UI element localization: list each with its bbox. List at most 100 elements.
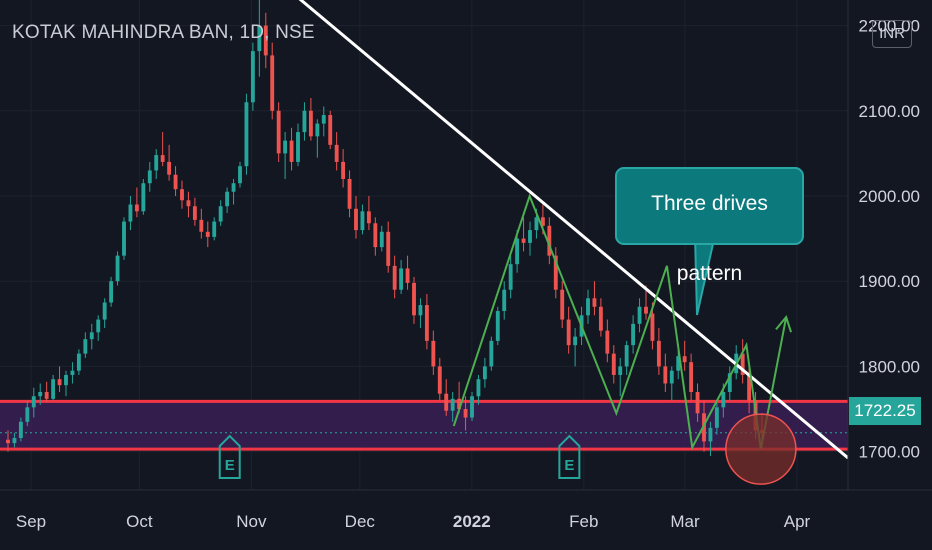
support-zone bbox=[0, 401, 848, 450]
candle-body bbox=[560, 289, 565, 320]
candle-body bbox=[598, 306, 603, 331]
candle-body bbox=[154, 155, 159, 171]
candle-body bbox=[399, 268, 404, 290]
time-tick-label: Apr bbox=[784, 512, 811, 531]
candle-body bbox=[6, 439, 10, 444]
candle-body bbox=[244, 102, 249, 167]
candle-body bbox=[547, 225, 552, 256]
candle-body bbox=[51, 379, 56, 399]
candle-body bbox=[573, 336, 578, 346]
candle-body bbox=[38, 392, 43, 397]
candle-body bbox=[540, 217, 545, 226]
time-tick-label: Dec bbox=[345, 512, 376, 531]
candle-body bbox=[186, 200, 191, 207]
candle-body bbox=[96, 319, 101, 333]
candle-body bbox=[669, 370, 674, 384]
candle-body bbox=[231, 183, 236, 192]
candle-body bbox=[708, 427, 713, 442]
candle-body bbox=[650, 313, 655, 341]
candle-body bbox=[457, 398, 462, 410]
candle-body bbox=[276, 110, 281, 154]
time-tick-label: Mar bbox=[670, 512, 700, 531]
candle-body bbox=[392, 265, 397, 290]
candle-body bbox=[141, 183, 146, 212]
earnings-marker-icon bbox=[218, 434, 241, 479]
candle-body bbox=[341, 161, 346, 179]
candle-body bbox=[740, 353, 745, 375]
price-tick-label: 2000.00 bbox=[859, 187, 920, 206]
time-tick-label: Nov bbox=[236, 512, 267, 531]
candle-body bbox=[270, 55, 275, 111]
candle-body bbox=[283, 140, 288, 154]
candle-body bbox=[624, 345, 629, 367]
target-circle[interactable] bbox=[725, 413, 797, 485]
time-axis-labels: Sep Oct Nov Dec 2022 Feb Mar Apr bbox=[16, 512, 811, 531]
candle-body bbox=[521, 238, 526, 243]
candle-body bbox=[296, 132, 300, 162]
candle-body bbox=[553, 255, 558, 290]
candle-body bbox=[180, 189, 184, 201]
candle-body bbox=[444, 393, 449, 411]
candle-body bbox=[592, 298, 597, 307]
time-tick-label: 2022 bbox=[453, 512, 491, 531]
candle-body bbox=[424, 305, 429, 341]
earnings-marker-icon bbox=[558, 434, 581, 479]
candle-body bbox=[115, 255, 120, 282]
candle-body bbox=[289, 140, 294, 162]
candle-body bbox=[321, 115, 326, 124]
candle-body bbox=[566, 319, 571, 346]
candle-body bbox=[167, 161, 172, 175]
candle-body bbox=[122, 221, 126, 256]
candle-body bbox=[534, 217, 539, 231]
candle-body bbox=[489, 340, 494, 367]
candle-body bbox=[102, 302, 107, 320]
candle-body bbox=[721, 392, 726, 408]
candle-body bbox=[76, 353, 81, 371]
candle-body bbox=[263, 25, 268, 56]
candle-body bbox=[515, 238, 520, 265]
candle-body bbox=[315, 123, 320, 137]
candle-body bbox=[366, 211, 371, 224]
time-tick-label: Sep bbox=[16, 512, 46, 531]
currency-button[interactable]: INR bbox=[872, 20, 912, 48]
candle-body bbox=[528, 230, 532, 243]
candle-body bbox=[682, 356, 687, 363]
candle-body bbox=[238, 166, 242, 184]
candle-body bbox=[676, 356, 681, 371]
pattern-arrowhead bbox=[775, 314, 793, 333]
candle-body bbox=[412, 282, 416, 316]
candle-body bbox=[64, 374, 68, 386]
candle-body bbox=[308, 110, 313, 137]
candle-body bbox=[470, 396, 474, 418]
candle-body bbox=[463, 409, 468, 418]
candle-body bbox=[302, 110, 307, 133]
candle-body bbox=[386, 231, 391, 266]
candle-body bbox=[354, 208, 358, 231]
candle-body bbox=[502, 289, 507, 312]
candle-body bbox=[618, 366, 623, 375]
candle-body bbox=[18, 421, 23, 439]
candle-body bbox=[586, 298, 590, 316]
candle-body bbox=[360, 211, 365, 231]
candle-body bbox=[218, 206, 223, 222]
candle-body bbox=[347, 178, 352, 209]
price-tick-label: 1800.00 bbox=[859, 357, 920, 376]
candle-body bbox=[637, 306, 642, 324]
time-tick-label: Feb bbox=[569, 512, 598, 531]
candle-body bbox=[663, 366, 668, 384]
candle-body bbox=[508, 264, 513, 290]
candle-body bbox=[225, 191, 230, 207]
candle-body bbox=[257, 25, 262, 52]
candle-body bbox=[631, 323, 636, 346]
candle-body bbox=[70, 370, 75, 375]
candle-body bbox=[644, 306, 648, 314]
symbol-title: KOTAK MAHINDRA BAN, 1D, NSE bbox=[12, 22, 315, 43]
candle-body bbox=[250, 51, 255, 103]
candle-body bbox=[134, 204, 139, 212]
candle-body bbox=[482, 366, 487, 380]
candle-body bbox=[31, 396, 36, 408]
candle-body bbox=[83, 339, 88, 354]
pattern-callout[interactable]: Three drives pattern bbox=[615, 167, 804, 285]
